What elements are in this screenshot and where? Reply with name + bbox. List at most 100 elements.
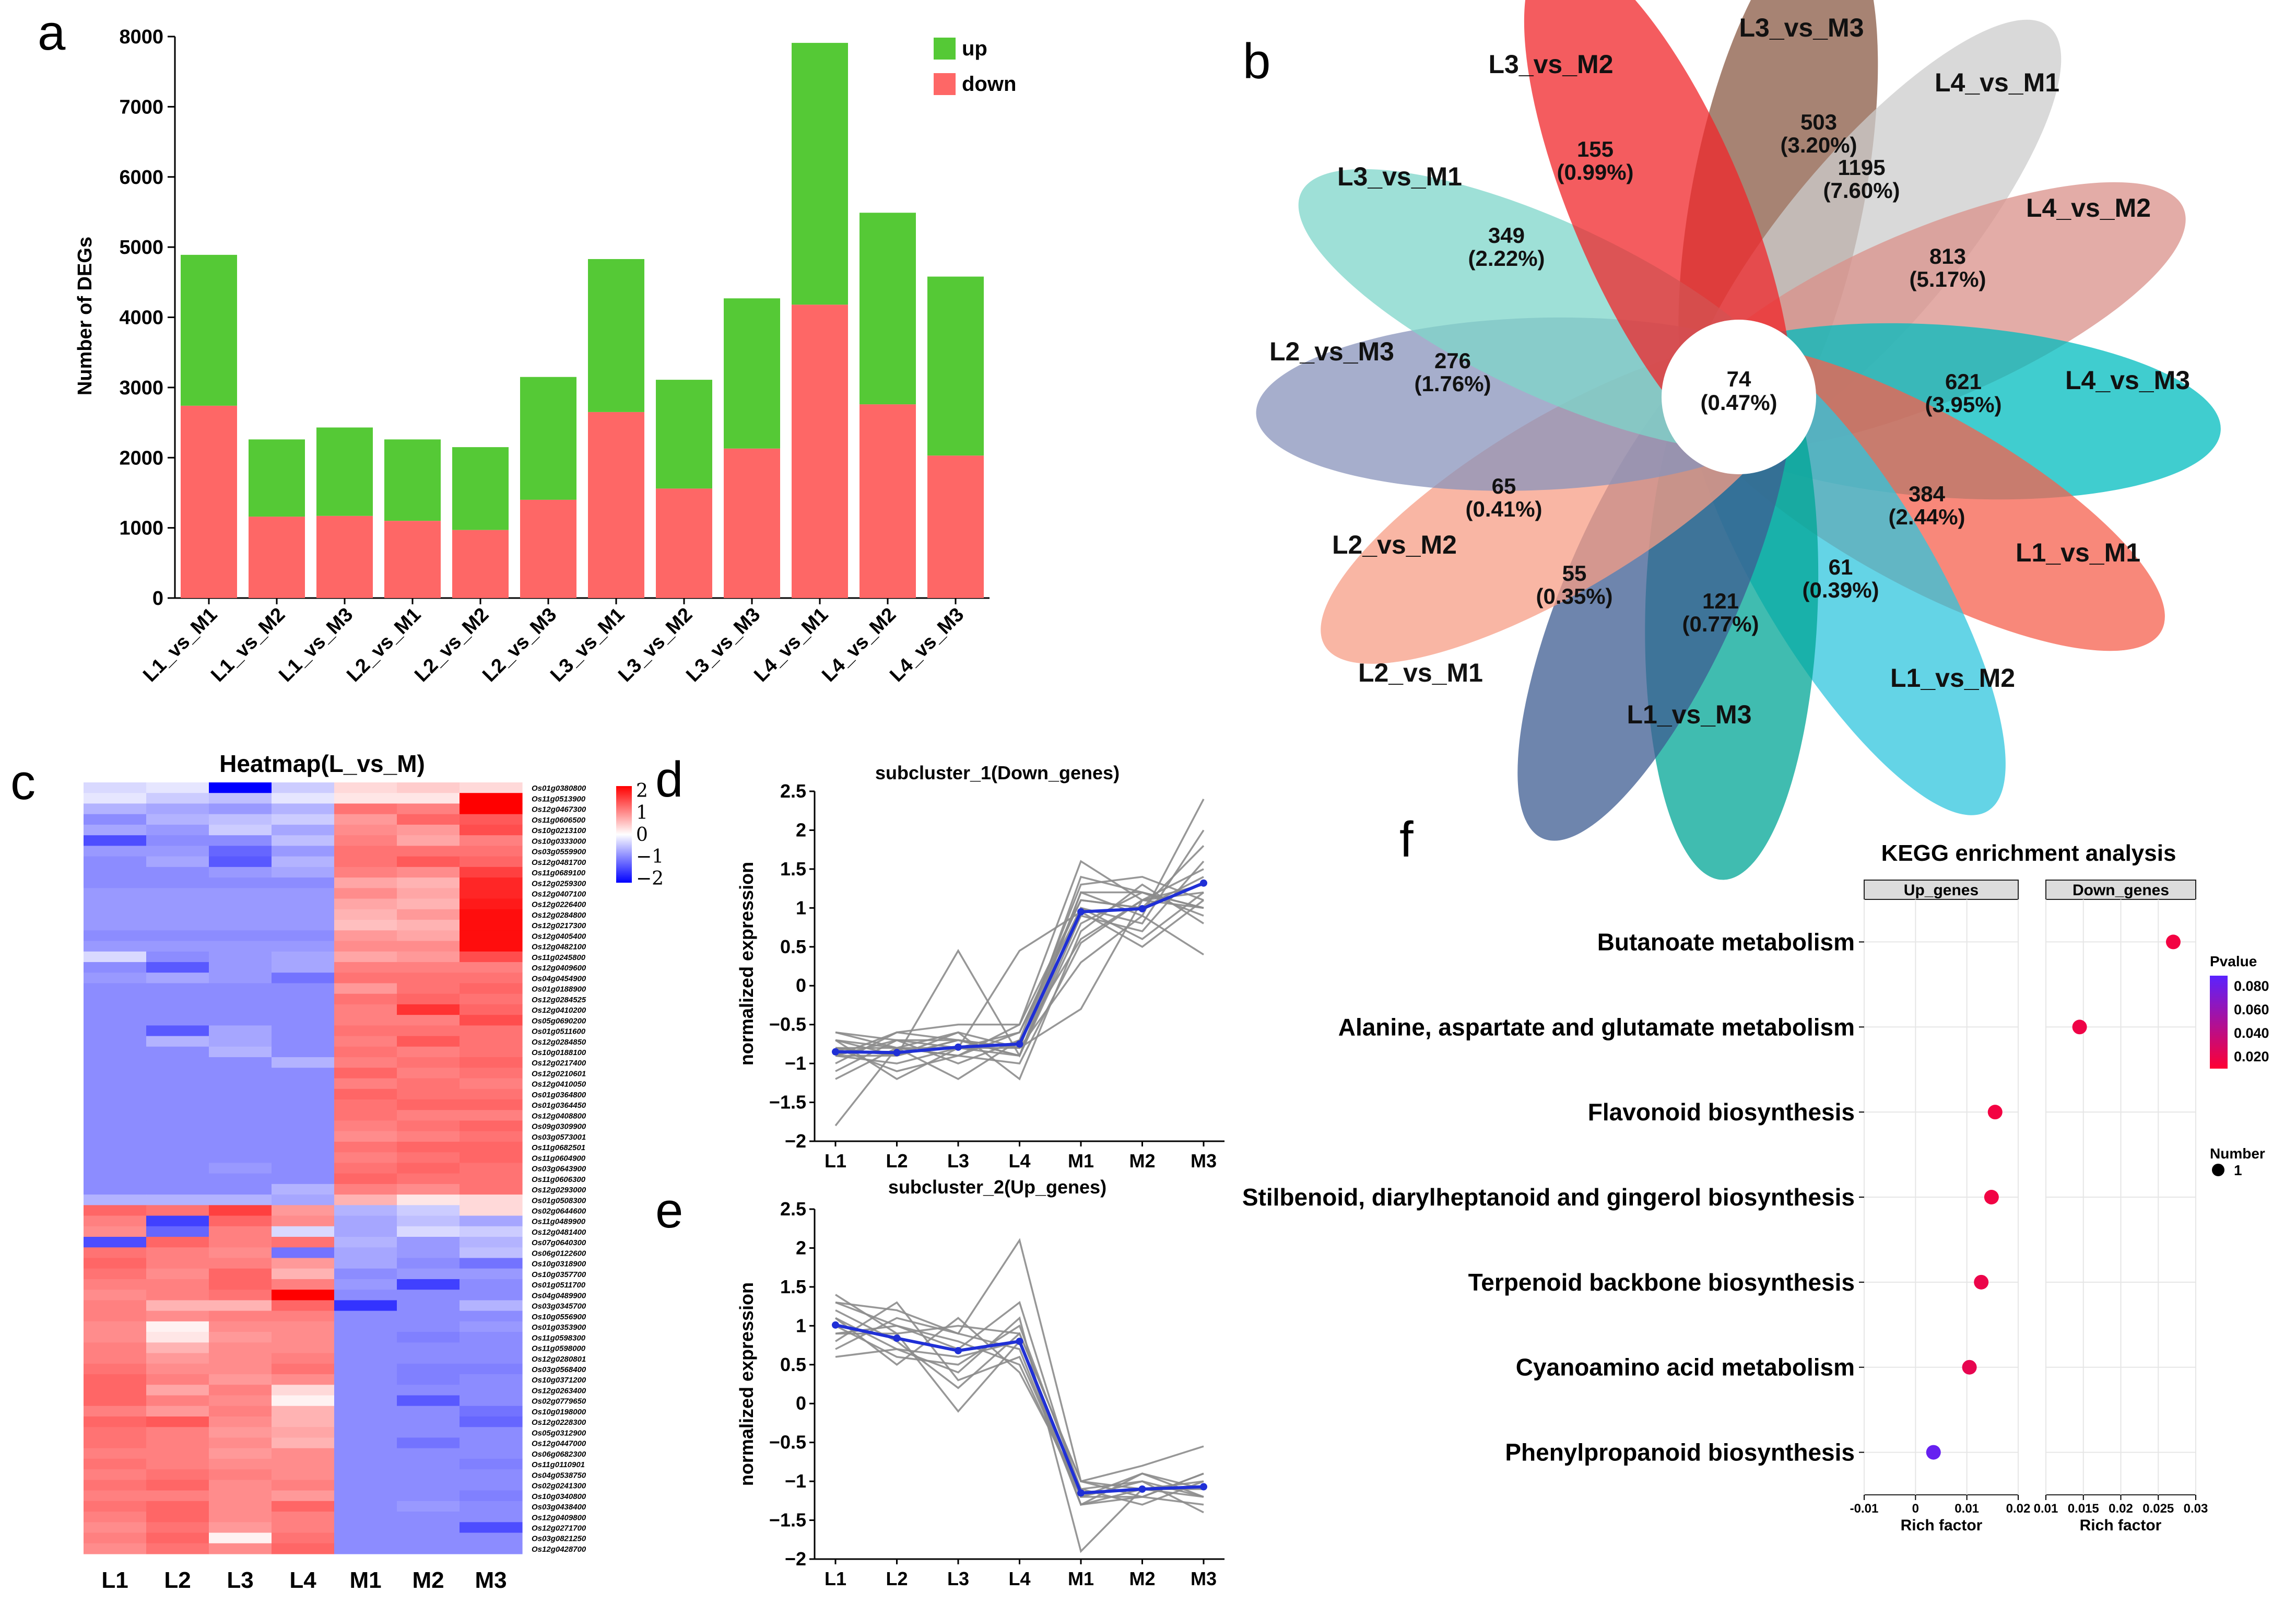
pathway-label: Butanoate metabolism bbox=[1597, 928, 1855, 955]
heatmap-cell bbox=[397, 1501, 460, 1512]
heatmap-cell bbox=[460, 1543, 523, 1554]
mean-point bbox=[893, 1334, 901, 1342]
venn-petal-label: L3_vs_M2 bbox=[1488, 50, 1613, 79]
y-tick-label: 2.5 bbox=[780, 1198, 806, 1220]
x-tick-label: L4 bbox=[1008, 1568, 1030, 1589]
heatmap-cell bbox=[272, 1300, 335, 1312]
venn-petal-count: 1195 bbox=[1838, 155, 1885, 180]
heatmap-row-label: Os10g0198000 bbox=[532, 1408, 586, 1416]
gene-line bbox=[835, 1317, 1204, 1506]
heatmap-col-label: L2 bbox=[164, 1567, 191, 1593]
heatmap-cell bbox=[334, 1195, 397, 1205]
heatmap-cell bbox=[397, 1310, 460, 1322]
heatmap-cell bbox=[146, 1078, 209, 1090]
mean-point bbox=[955, 1043, 962, 1051]
heatmap-cell bbox=[84, 1068, 147, 1079]
heatmap-row-label: Os06g0682300 bbox=[532, 1450, 586, 1459]
heatmap-cell bbox=[146, 1258, 209, 1269]
heatmap-cell bbox=[272, 1480, 335, 1491]
y-tick-label: 6000 bbox=[119, 167, 163, 189]
heatmap-cell bbox=[146, 920, 209, 931]
heatmap-cell bbox=[460, 1015, 523, 1026]
colorbar-tick-label: −1 bbox=[636, 846, 664, 868]
colorbar-tick-label: 0 bbox=[636, 824, 648, 846]
heatmap-cell bbox=[460, 1374, 523, 1385]
heatmap-cell bbox=[397, 856, 460, 868]
heatmap-cell bbox=[397, 1205, 460, 1216]
heatmap-cell bbox=[460, 846, 523, 857]
heatmap-cell bbox=[146, 793, 209, 804]
venn-center-circle bbox=[1662, 320, 1816, 474]
legend-swatch-up bbox=[934, 38, 956, 60]
heatmap-cell bbox=[334, 1237, 397, 1248]
pvalue-tick-label: 0.020 bbox=[2234, 1049, 2269, 1064]
heatmap-cell bbox=[397, 782, 460, 793]
pvalue-legend-title: Pvalue bbox=[2210, 953, 2257, 969]
heatmap-cell bbox=[460, 1427, 523, 1438]
panel-letter-c: c bbox=[10, 754, 36, 810]
heatmap-cell bbox=[334, 1543, 397, 1554]
heatmap-row-label: Os12g0210601 bbox=[532, 1069, 586, 1078]
heatmap-cell bbox=[272, 1458, 335, 1470]
heatmap-cell bbox=[460, 1068, 523, 1079]
heatmap-cell bbox=[209, 1195, 272, 1205]
heatmap-row-label: Os12g0226400 bbox=[532, 900, 586, 909]
heatmap-row-label: Os06g0122600 bbox=[532, 1249, 586, 1258]
heatmap-row-label: Os12g0405400 bbox=[532, 932, 586, 941]
heatmap-cell bbox=[209, 1395, 272, 1407]
heatmap-cell bbox=[209, 941, 272, 952]
heatmap-cell bbox=[397, 1226, 460, 1237]
heatmap-row-label: Os12g0217400 bbox=[532, 1059, 586, 1068]
heatmap-cell bbox=[272, 1374, 335, 1385]
heatmap-cell bbox=[84, 1226, 147, 1237]
venn-petal-label: L4_vs_M1 bbox=[1935, 68, 2059, 97]
x-tick-label: M3 bbox=[1191, 1568, 1217, 1589]
heatmap-cell bbox=[209, 1279, 272, 1290]
heatmap-cell bbox=[272, 1131, 335, 1142]
venn-petal-label: L2_vs_M2 bbox=[1332, 530, 1457, 559]
heatmap-cell bbox=[272, 973, 335, 984]
mean-point bbox=[955, 1347, 962, 1354]
heatmap-cell bbox=[84, 1332, 147, 1343]
x-tick-label: L4_vs_M3 bbox=[886, 604, 968, 686]
pathway-label: Stilbenoid, diarylheptanoid and gingerol… bbox=[1242, 1184, 1855, 1211]
heatmap-cell bbox=[334, 1374, 397, 1385]
heatmap-row-label: Os12g0284850 bbox=[532, 1038, 586, 1047]
heatmap-cell bbox=[272, 1395, 335, 1407]
heatmap-cell bbox=[397, 1353, 460, 1364]
heatmap-panel: Heatmap(L_vs_M) Os01g0380800Os11g0513900… bbox=[84, 750, 664, 1593]
heatmap-cell bbox=[334, 867, 397, 878]
heatmap-cell bbox=[84, 993, 147, 1005]
heatmap-cell bbox=[397, 909, 460, 920]
heatmap-row-label: Os12g0410200 bbox=[532, 1006, 586, 1015]
subcluster-1-title: subcluster_1(Down_genes) bbox=[875, 762, 1120, 783]
heatmap-row-label: Os02g0779650 bbox=[532, 1397, 586, 1406]
heatmap-cell bbox=[397, 1258, 460, 1269]
heatmap-cell bbox=[209, 803, 272, 815]
bar-down bbox=[927, 455, 984, 598]
heatmap-cell bbox=[146, 930, 209, 942]
heatmap-cell bbox=[209, 1332, 272, 1343]
heatmap-cell bbox=[146, 1543, 209, 1554]
heatmap-cell bbox=[209, 1078, 272, 1090]
y-tick-label: 3000 bbox=[119, 377, 163, 399]
heatmap-cell bbox=[460, 1353, 523, 1364]
heatmap-cell bbox=[146, 1512, 209, 1523]
heatmap-cell bbox=[146, 1522, 209, 1533]
heatmap-cell bbox=[209, 1416, 272, 1427]
bar-up bbox=[181, 254, 237, 406]
venn-petal-label: L1_vs_M1 bbox=[2016, 538, 2140, 567]
venn-petal-pct: (0.35%) bbox=[1536, 584, 1612, 608]
heatmap-cell bbox=[334, 1512, 397, 1523]
heatmap-cell bbox=[334, 1068, 397, 1079]
heatmap-cell bbox=[397, 1173, 460, 1185]
heatmap-row-label: Os03g0821250 bbox=[532, 1535, 586, 1543]
heatmap-cell bbox=[146, 1088, 209, 1100]
heatmap-cell bbox=[460, 877, 523, 888]
x-tick-label: M2 bbox=[1129, 1568, 1155, 1589]
venn-petal-pct: (0.99%) bbox=[1557, 160, 1633, 184]
x-tick-label: 0.025 bbox=[2142, 1502, 2174, 1516]
heatmap-cell bbox=[209, 1310, 272, 1322]
colorbar-tick-label: 2 bbox=[636, 780, 648, 802]
pathway-label: Terpenoid backbone biosynthesis bbox=[1468, 1269, 1855, 1296]
